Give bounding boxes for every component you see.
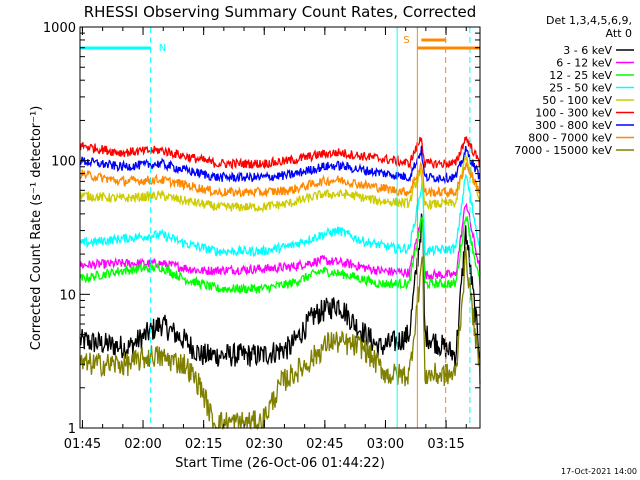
x-tick-label-7: 03:15 <box>427 437 464 452</box>
legend-header-line-1: Det 1,3,4,5,6,9, <box>546 14 632 27</box>
series-line-4 <box>79 173 481 258</box>
x-tick-label-4: 02:30 <box>246 437 283 452</box>
axes-layer: 01:45 02:00 02:15 02:30 02:45 03:00 03:15 1 10 10… <box>43 21 480 452</box>
series-line-3 <box>79 215 481 295</box>
y-tick-label-3: 100 <box>51 155 76 170</box>
annotation-label-n: N <box>159 43 166 54</box>
legend-label-9: 7000 - 15000 keV <box>514 144 612 157</box>
legend-label-4: 25 - 50 keV <box>549 82 612 95</box>
legend-label-2: 6 - 12 keV <box>556 57 612 70</box>
series-line-1 <box>79 213 481 367</box>
series-line-6 <box>79 136 481 170</box>
x-tick-label-3: 02:15 <box>185 437 222 452</box>
footer-timestamp: 17-Oct-2021 14:00 <box>561 467 637 476</box>
legend-label-6: 100 - 300 keV <box>535 107 612 120</box>
series-layer <box>79 136 481 431</box>
x-tick-label-2: 02:00 <box>124 437 161 452</box>
series-line-8 <box>79 161 481 199</box>
chart-title: RHESSI Observing Summary Count Rates, Co… <box>84 3 477 21</box>
annotation-label-s: S <box>403 35 409 46</box>
annotations-layer: NS <box>80 35 480 54</box>
y-tick-label-4: 1000 <box>43 21 76 36</box>
y-axis-label: Corrected Count Rate (s⁻¹ detector⁻¹) <box>29 106 44 351</box>
y-tick-label-2: 10 <box>59 288 76 303</box>
legend-label-8: 800 - 7000 keV <box>528 132 612 145</box>
x-tick-label-6: 03:00 <box>367 437 404 452</box>
series-line-9 <box>79 246 481 431</box>
series-line-5 <box>79 154 481 214</box>
legend-label-1: 3 - 6 keV <box>563 44 612 57</box>
legend-label-3: 12 - 25 keV <box>549 69 612 82</box>
plot-frame <box>79 26 481 429</box>
x-tick-label-5: 02:45 <box>306 437 343 452</box>
legend-header-line-2: Att 0 <box>606 27 632 40</box>
y-tick-label-1: 1 <box>68 422 76 437</box>
legend-label-7: 300 - 800 keV <box>535 119 612 132</box>
x-tick-label-1: 01:45 <box>64 437 101 452</box>
series-line-7 <box>79 145 481 185</box>
markers-layer <box>150 27 471 428</box>
x-axis-label: Start Time (26-Oct-06 01:44:22) <box>175 456 385 471</box>
legend-label-5: 50 - 100 keV <box>542 94 612 107</box>
